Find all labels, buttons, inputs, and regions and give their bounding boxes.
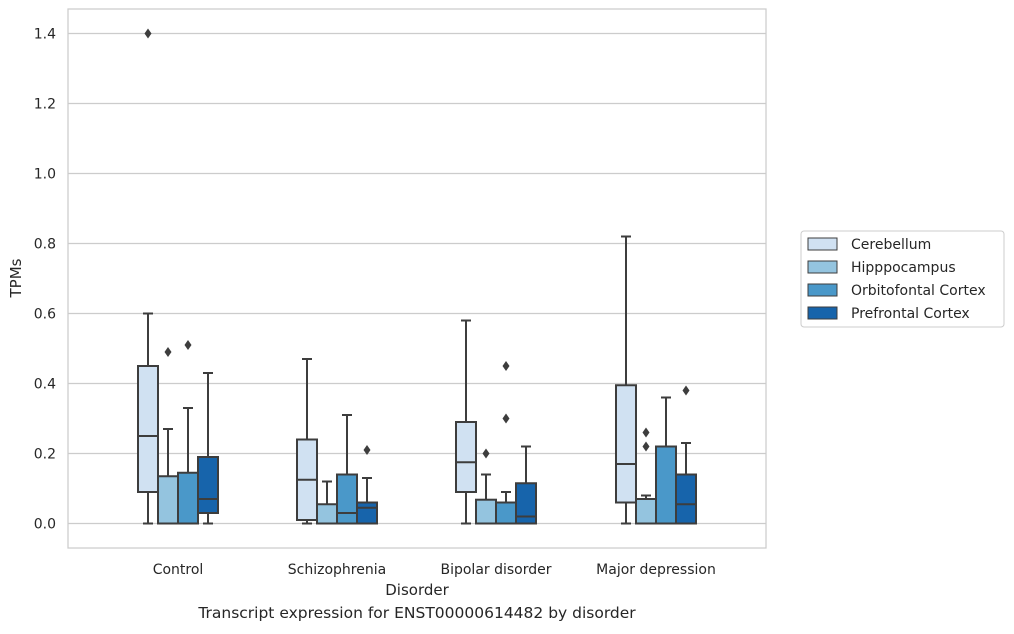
box-iqr	[137, 365, 159, 493]
y-axis-label: TPMs	[7, 258, 25, 298]
box-group-major-depression	[615, 235, 697, 525]
plot-frame	[67, 8, 767, 549]
outlier-point	[642, 441, 650, 452]
box-orbitofontal-cortex	[336, 414, 358, 525]
box-orbitofontal-cortex	[177, 340, 199, 525]
legend-label: Hipppocampus	[851, 260, 956, 276]
box-iqr	[655, 445, 677, 525]
x-axis-label: Disorder	[385, 581, 449, 599]
box-iqr	[177, 471, 199, 525]
legend: Cerebellum Hipppocampus Orbitofontal Corte…	[800, 230, 1005, 328]
box-iqr	[455, 421, 477, 493]
outlier-point	[144, 28, 152, 39]
x-tick-label: Bipolar disorder	[440, 562, 551, 578]
legend-label: Prefrontal Cortex	[851, 306, 970, 322]
outlier-point	[184, 340, 192, 350]
y-tick-label: 0.8	[34, 237, 56, 253]
legend-label: Cerebellum	[851, 237, 931, 253]
outlier-point	[642, 427, 650, 438]
y-tick-label: 1.2	[34, 97, 56, 113]
outlier-point	[682, 385, 690, 396]
y-tick-label: 0.4	[34, 377, 56, 393]
legend-swatch	[807, 283, 838, 297]
box-prefrontal-cortex	[675, 385, 697, 525]
outlier-point	[502, 413, 510, 424]
y-tick-label: 0.2	[34, 447, 56, 463]
legend-swatch	[807, 306, 838, 320]
box-iqr	[675, 473, 697, 525]
box-iqr	[157, 475, 179, 525]
box-prefrontal-cortex	[197, 372, 219, 525]
box-orbitofontal-cortex	[655, 396, 677, 525]
outlier-point	[482, 448, 490, 459]
box-iqr	[495, 501, 517, 525]
box-iqr	[356, 501, 378, 525]
grid-lines	[68, 32, 766, 525]
y-tick-label: 0.0	[34, 517, 56, 533]
outlier-point	[502, 361, 510, 371]
box-iqr	[615, 384, 637, 504]
box-prefrontal-cortex	[515, 445, 537, 525]
box-iqr	[635, 498, 657, 525]
y-tick-label: 0.6	[34, 307, 56, 323]
box-iqr	[475, 498, 497, 525]
box-group-schizophrenia	[296, 358, 378, 525]
legend-label: Orbitofontal Cortex	[851, 283, 986, 299]
x-tick-label: Schizophrenia	[288, 562, 386, 578]
box-orbitofontal-cortex	[495, 361, 517, 525]
box-group-control	[137, 28, 219, 525]
box-cerebellum	[615, 235, 637, 525]
y-tick-label: 1.4	[34, 27, 56, 43]
outlier-point	[164, 347, 172, 357]
box-iqr	[197, 456, 219, 514]
box-prefrontal-cortex	[356, 445, 378, 525]
outlier-point	[363, 445, 371, 455]
x-tick-label: Control	[153, 562, 204, 578]
box-hipppocampus	[635, 427, 657, 525]
box-iqr	[316, 503, 338, 525]
box-iqr	[515, 482, 537, 525]
chart-caption: Transcript expression for ENST0000061448…	[198, 604, 636, 622]
box-iqr	[336, 473, 358, 525]
y-tick-labels: 0.0 0.2 0.4 0.6 0.8 1.0 1.2 1.4	[34, 27, 56, 533]
x-tick-labels: Control Schizophrenia Bipolar disorder Majo…	[153, 562, 716, 578]
legend-frame	[800, 230, 1005, 328]
legend-swatch	[807, 260, 838, 274]
legend-swatch	[807, 237, 838, 251]
box-hipppocampus	[157, 347, 179, 525]
box-cerebellum	[296, 358, 318, 525]
box-hipppocampus	[475, 448, 497, 525]
box-cerebellum	[455, 319, 477, 525]
box-hipppocampus	[316, 480, 338, 525]
x-tick-label: Major depression	[596, 562, 716, 578]
box-group-bipolar-disorder	[455, 319, 537, 525]
box-groups	[137, 28, 697, 525]
box-cerebellum	[137, 28, 159, 525]
y-tick-label: 1.0	[34, 167, 56, 183]
